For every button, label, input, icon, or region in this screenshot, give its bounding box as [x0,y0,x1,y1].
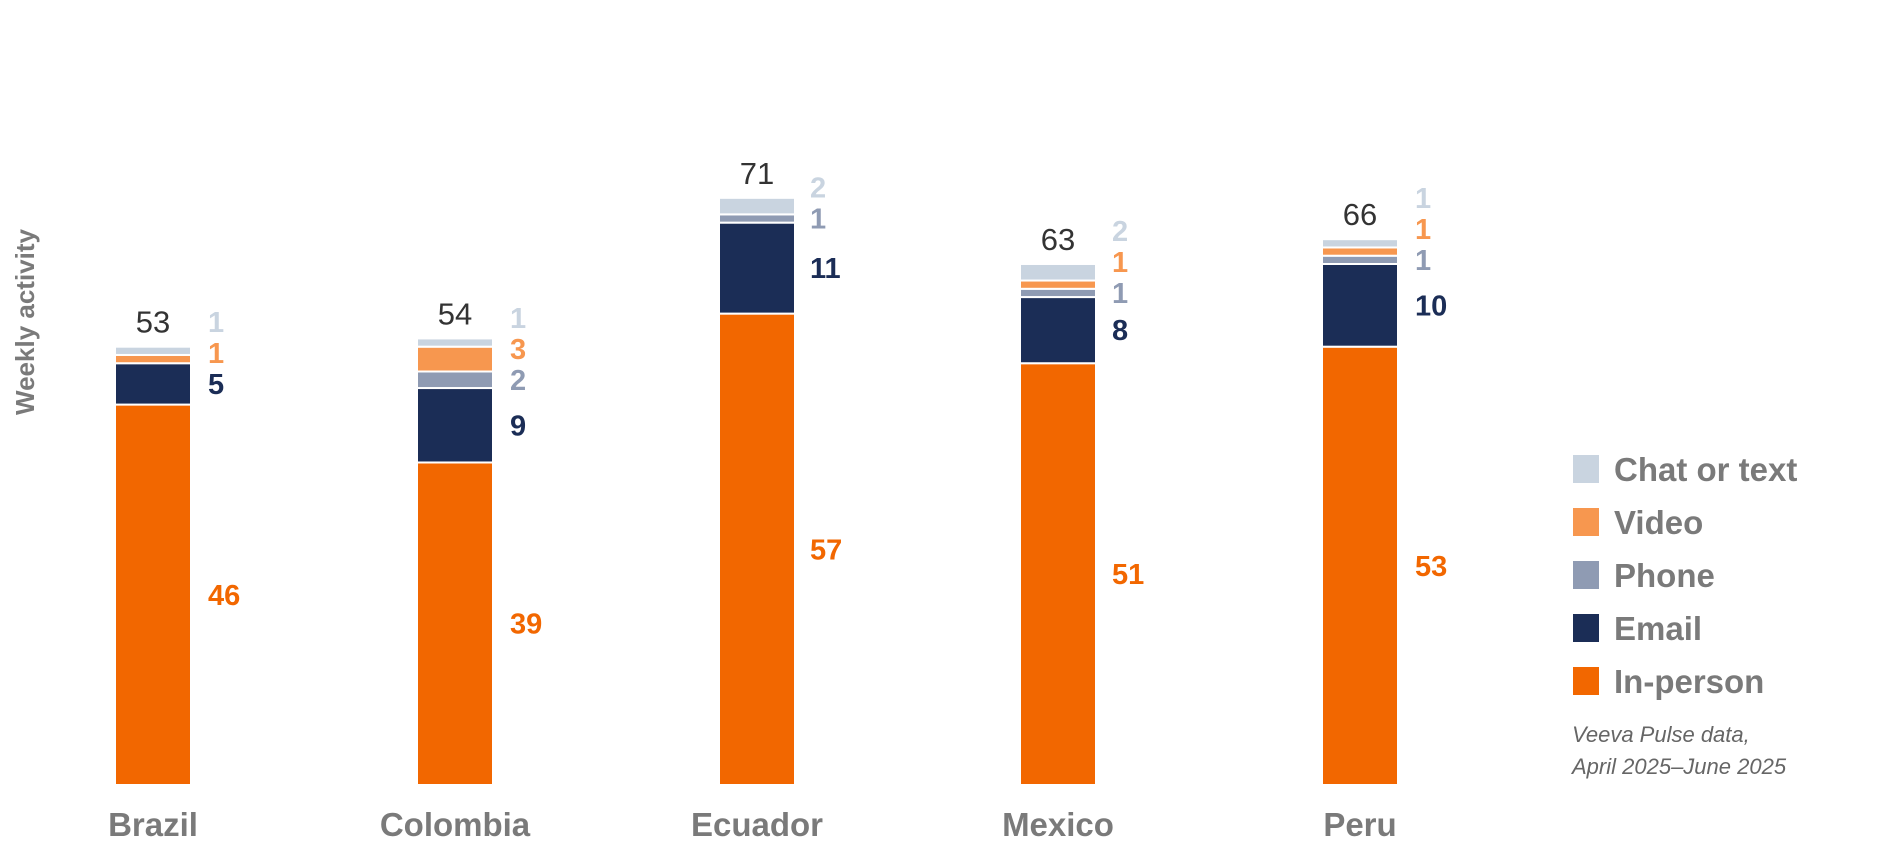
bar-segment-ecuador-phone [718,213,796,224]
value-label-ecuador-in-person: 57 [810,534,842,566]
value-label-colombia-email: 9 [510,410,526,442]
legend-swatch-email [1573,614,1599,642]
value-label-peru-phone: 1 [1415,245,1431,277]
bar-segment-mexico-email [1019,296,1097,365]
category-label-colombia: Colombia [380,806,531,843]
legend-label-video: Video [1614,504,1703,541]
bar-segment-ecuador-chat-or-text [718,196,796,216]
source-note-line-1: Veeva Pulse data, [1572,722,1750,747]
value-label-colombia-video: 3 [510,334,526,366]
value-label-colombia-phone: 2 [510,365,526,397]
value-label-peru-chat-or-text: 1 [1415,183,1431,215]
bar-segment-colombia-email [416,387,494,464]
total-label-brazil: 53 [136,305,170,340]
bar-segment-mexico-video [1019,279,1097,290]
bar-segment-brazil-chat-or-text [114,345,192,356]
bar-segment-colombia-phone [416,370,494,390]
value-label-peru-in-person: 53 [1415,551,1447,583]
bar-segment-brazil-email [114,362,192,406]
bar-segment-peru-chat-or-text [1321,238,1399,249]
value-label-mexico-email: 8 [1112,315,1128,347]
value-label-peru-email: 10 [1415,290,1447,322]
bar-segment-colombia-chat-or-text [416,337,494,348]
bar-segment-mexico-phone [1019,287,1097,299]
legend-label-in-person: In-person [1614,663,1764,700]
total-label-colombia: 54 [438,296,472,331]
total-label-ecuador: 71 [740,156,774,191]
legend-label-phone: Phone [1614,557,1715,594]
value-label-ecuador-email: 11 [810,253,841,285]
value-label-mexico-chat-or-text: 2 [1112,216,1128,248]
category-label-ecuador: Ecuador [691,806,823,843]
bar-segment-ecuador-in-person [718,312,796,786]
bar-segment-brazil-in-person [114,403,192,786]
category-label-brazil: Brazil [108,806,198,843]
bar-segment-peru-phone [1321,254,1399,265]
value-label-ecuador-chat-or-text: 2 [810,173,826,205]
legend-swatch-in-person [1573,667,1599,695]
bar-segment-mexico-chat-or-text [1019,262,1097,282]
category-label-peru: Peru [1323,806,1396,843]
value-label-brazil-video: 1 [208,338,224,370]
legend-label-email: Email [1614,610,1702,647]
total-label-peru: 66 [1343,197,1377,232]
value-label-colombia-chat-or-text: 1 [510,303,526,335]
bar-segment-peru-in-person [1321,345,1399,786]
bar-segment-peru-email [1321,262,1399,348]
bar-segment-brazil-video [114,353,192,365]
value-label-mexico-video: 1 [1112,247,1128,279]
source-note-line-2: April 2025–June 2025 [1570,754,1787,779]
legend-swatch-chat-or-text [1573,455,1599,483]
value-label-colombia-in-person: 39 [510,609,542,641]
bar-segment-mexico-in-person [1019,362,1097,786]
bars-group: 1154653Brazil13293954Colombia21115771Ecu… [108,156,1447,843]
legend-swatch-video [1573,508,1599,536]
legend: Chat or text Video Phone Email In-person [1573,451,1797,700]
y-axis-label: Weekly activity [10,228,40,415]
value-label-mexico-phone: 1 [1112,278,1128,310]
value-label-peru-video: 1 [1415,214,1431,246]
value-label-brazil-chat-or-text: 1 [208,307,224,339]
category-label-mexico: Mexico [1002,806,1114,843]
bar-segment-colombia-video [416,345,494,373]
legend-swatch-phone [1573,561,1599,589]
value-label-brazil-email: 5 [208,369,224,401]
bar-segment-peru-video [1321,246,1399,257]
bar-segment-colombia-in-person [416,461,494,786]
value-label-brazil-in-person: 46 [208,580,240,612]
total-label-mexico: 63 [1041,222,1075,257]
legend-label-chat-or-text: Chat or text [1614,451,1797,488]
value-label-mexico-in-person: 51 [1112,559,1144,591]
value-label-ecuador-phone: 1 [810,204,826,236]
bar-segment-ecuador-email [718,221,796,315]
